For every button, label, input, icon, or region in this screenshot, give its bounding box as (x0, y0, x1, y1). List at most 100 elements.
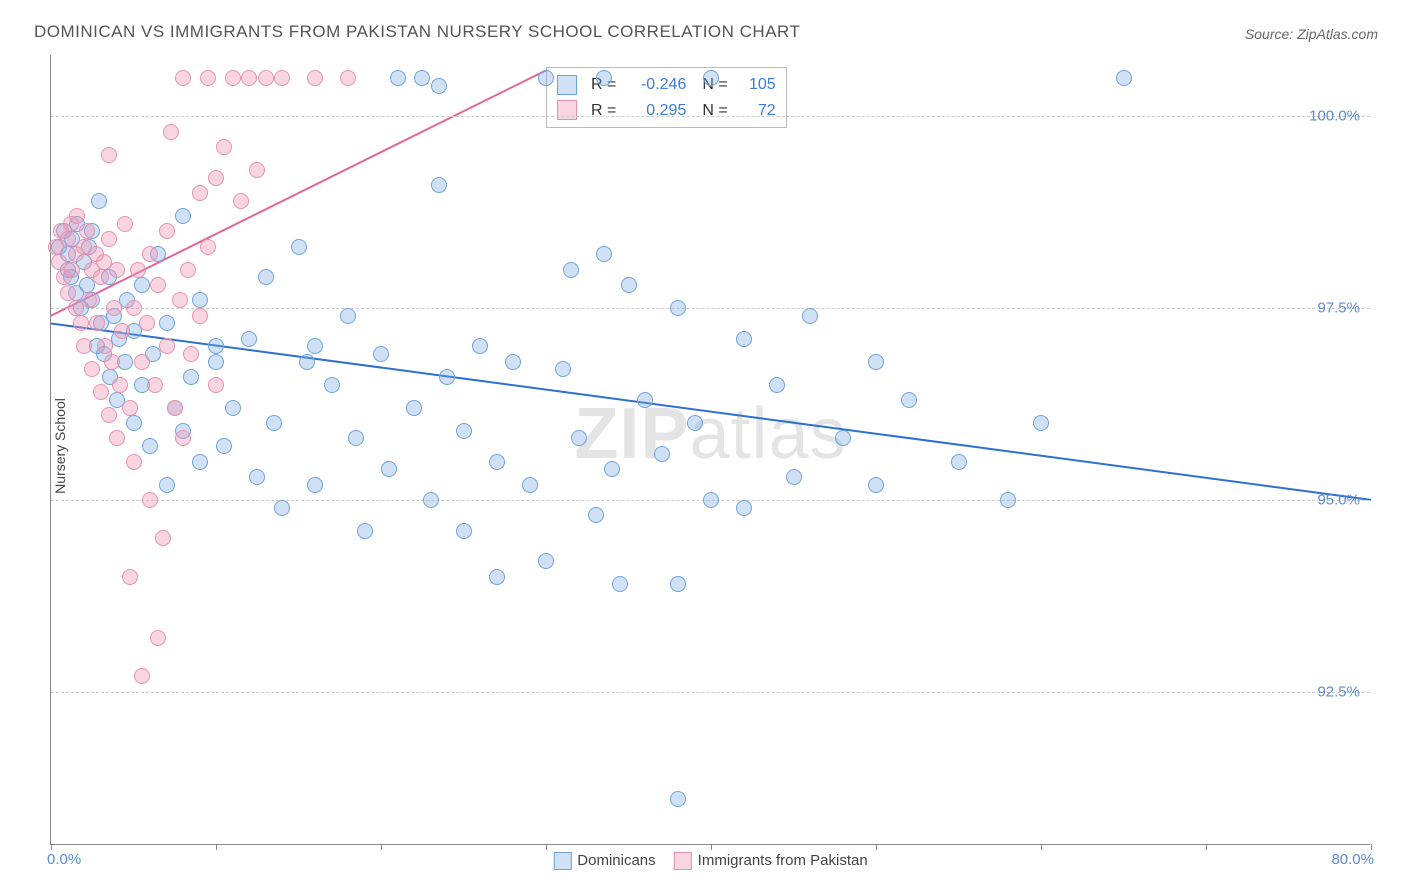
ytick-label: 92.5% (1317, 683, 1360, 700)
data-point (456, 523, 472, 539)
data-point (175, 208, 191, 224)
xaxis-left-label: 0.0% (47, 851, 81, 868)
data-point (192, 454, 208, 470)
data-point (588, 507, 604, 523)
data-point (180, 262, 196, 278)
data-point (951, 454, 967, 470)
data-point (192, 308, 208, 324)
data-point (307, 70, 323, 86)
data-point (126, 300, 142, 316)
data-point (122, 400, 138, 416)
data-point (69, 208, 85, 224)
data-point (489, 454, 505, 470)
data-point (637, 392, 653, 408)
data-point (736, 331, 752, 347)
data-point (93, 269, 109, 285)
data-point (381, 461, 397, 477)
data-point (348, 430, 364, 446)
data-point (736, 500, 752, 516)
stat-n-value: 72 (736, 98, 776, 124)
data-point (241, 331, 257, 347)
xaxis-right-label: 80.0% (1331, 851, 1374, 868)
source-label: Source: ZipAtlas.com (1245, 26, 1378, 42)
data-point (208, 170, 224, 186)
data-point (109, 430, 125, 446)
data-point (612, 576, 628, 592)
data-point (670, 576, 686, 592)
data-point (155, 530, 171, 546)
data-point (130, 262, 146, 278)
data-point (596, 246, 612, 262)
data-point (79, 223, 95, 239)
data-point (126, 415, 142, 431)
data-point (233, 193, 249, 209)
data-point (406, 400, 422, 416)
data-point (225, 400, 241, 416)
chart-container: DOMINICAN VS IMMIGRANTS FROM PAKISTAN NU… (0, 0, 1406, 892)
data-point (670, 791, 686, 807)
data-point (769, 377, 785, 393)
data-point (106, 300, 122, 316)
data-point (621, 277, 637, 293)
data-point (84, 361, 100, 377)
data-point (73, 315, 89, 331)
data-point (216, 438, 232, 454)
stat-n-label: N = (702, 98, 727, 124)
data-point (117, 216, 133, 232)
data-point (122, 569, 138, 585)
data-point (291, 239, 307, 255)
data-point (200, 70, 216, 86)
stats-box: R =-0.246N =105R =0.295N =72 (546, 67, 787, 128)
data-point (76, 338, 92, 354)
data-point (1000, 492, 1016, 508)
legend-item: Immigrants from Pakistan (674, 852, 868, 870)
data-point (208, 338, 224, 354)
data-point (258, 269, 274, 285)
data-point (249, 162, 265, 178)
legend-swatch (674, 852, 692, 870)
data-point (299, 354, 315, 370)
series-swatch (557, 100, 577, 120)
data-point (60, 231, 76, 247)
data-point (175, 430, 191, 446)
data-point (340, 70, 356, 86)
data-point (522, 477, 538, 493)
xtick (51, 844, 52, 850)
legend-label: Immigrants from Pakistan (698, 852, 868, 869)
data-point (274, 70, 290, 86)
xtick (876, 844, 877, 850)
data-point (142, 438, 158, 454)
data-point (1033, 415, 1049, 431)
data-point (150, 277, 166, 293)
stat-r-label: R = (591, 98, 616, 124)
data-point (81, 292, 97, 308)
legend-item: Dominicans (553, 852, 655, 870)
data-point (150, 630, 166, 646)
bottom-legend: Dominicans Immigrants from Pakistan (553, 852, 867, 870)
plot-area: ZIPatlas R =-0.246N =105R =0.295N =72 Do… (50, 55, 1370, 845)
data-point (192, 292, 208, 308)
data-point (192, 185, 208, 201)
data-point (390, 70, 406, 86)
data-point (225, 70, 241, 86)
stat-n-value: 105 (736, 72, 776, 98)
data-point (324, 377, 340, 393)
data-point (101, 231, 117, 247)
gridline (51, 308, 1370, 309)
data-point (147, 377, 163, 393)
data-point (104, 354, 120, 370)
data-point (835, 430, 851, 446)
data-point (505, 354, 521, 370)
data-point (555, 361, 571, 377)
data-point (703, 70, 719, 86)
data-point (431, 177, 447, 193)
trendline (51, 70, 546, 315)
data-point (208, 377, 224, 393)
data-point (167, 400, 183, 416)
data-point (200, 239, 216, 255)
gridline (51, 692, 1370, 693)
data-point (241, 70, 257, 86)
stat-r-value: 0.295 (624, 98, 686, 124)
data-point (571, 430, 587, 446)
data-point (101, 147, 117, 163)
